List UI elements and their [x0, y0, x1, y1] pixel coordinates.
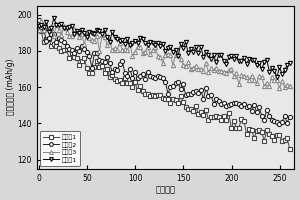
Line: 对比例3: 对比例3 [37, 19, 292, 91]
对比例1 [37, 23, 40, 26]
对比例1 [85, 67, 88, 70]
对比例2 [275, 121, 279, 124]
实施例1 [169, 46, 172, 49]
实施例1 [280, 73, 284, 75]
对比例2 [37, 19, 40, 22]
对比例3 [278, 87, 281, 90]
对比例2 [166, 93, 170, 95]
对比例1 [288, 147, 291, 150]
实施例1 [52, 17, 56, 19]
Y-axis label: 放电比容量 (mAh/g): 放电比容量 (mAh/g) [6, 59, 15, 115]
对比例3 [270, 75, 274, 78]
Legend: 对比例1, 对比例2, 对比例3, 实施例1: 对比例1, 对比例2, 对比例3, 实施例1 [40, 131, 80, 166]
对比例3 [288, 84, 291, 87]
对比例1 [275, 134, 279, 136]
对比例2 [278, 122, 281, 125]
对比例2 [85, 51, 88, 54]
对比例3 [189, 67, 193, 70]
对比例2 [268, 114, 271, 117]
实施例1 [37, 25, 40, 27]
Line: 对比例1: 对比例1 [37, 22, 292, 151]
对比例3 [98, 50, 101, 52]
实施例1 [88, 31, 91, 33]
对比例1 [186, 108, 190, 110]
实施例1 [275, 76, 279, 78]
实施例1 [189, 48, 193, 50]
对比例1 [268, 133, 271, 135]
对比例2 [95, 52, 99, 55]
Line: 对比例2: 对比例2 [37, 18, 292, 126]
对比例3 [88, 37, 91, 39]
实施例1 [270, 67, 274, 69]
对比例1 [166, 98, 170, 100]
对比例3 [39, 19, 43, 22]
实施例1 [98, 30, 101, 32]
对比例1 [95, 60, 99, 62]
对比例3 [280, 80, 284, 82]
对比例3 [37, 29, 40, 31]
对比例2 [186, 93, 190, 95]
X-axis label: 循环次数: 循环次数 [156, 185, 176, 194]
对比例3 [169, 54, 172, 56]
实施例1 [288, 62, 291, 64]
对比例2 [288, 116, 291, 118]
Line: 实施例1: 实施例1 [37, 16, 292, 79]
